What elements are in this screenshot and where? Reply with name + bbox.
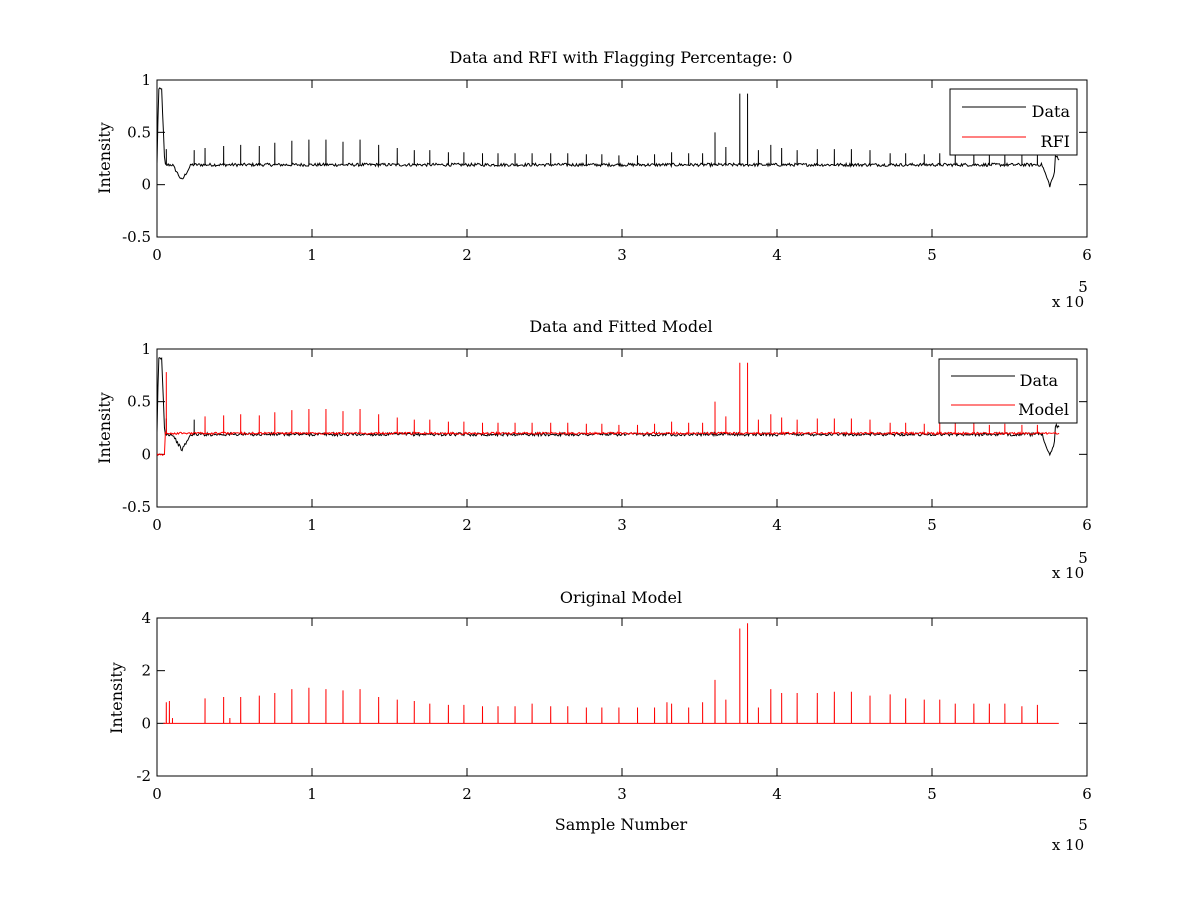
- panel-3-x-tick-label: 5: [927, 785, 937, 803]
- panel-2-x-exponent-power: 5: [1078, 549, 1088, 567]
- panel-1-y-tick-label: -0.5: [122, 228, 151, 246]
- panel-1-legend-box: [949, 88, 1078, 156]
- panel-3-y-tick-label: 4: [141, 609, 151, 627]
- panel-2-x-tick-label: 5: [927, 516, 937, 534]
- panel-1-legend-label-data: Data: [1032, 102, 1071, 121]
- panel-1-x-tick-label: 3: [617, 246, 627, 264]
- panel-1-y-tick-label: 0: [141, 176, 151, 194]
- panel-1-series-data-line: [157, 87, 1060, 188]
- panel-3-y-tick-label: 2: [141, 662, 151, 680]
- panel-2: Data and Fitted Model Intensity 0 1 2 3 4 5 6 -…: [95, 317, 1092, 582]
- panel-1-plot-area: 0 1 2 3 4 5 6-0.500.51: [122, 71, 1092, 264]
- panel-3-y-tick-label: 0: [141, 714, 151, 732]
- panel-1-legend-label-rfi: RFI: [1041, 132, 1070, 151]
- panel-2-x-exponent-base: x 10: [1052, 564, 1084, 582]
- panel-2-x-tick-label: 3: [617, 516, 627, 534]
- panel-3-x-tick-label: 6: [1082, 785, 1092, 803]
- panel-3-ylabel: Intensity: [107, 662, 126, 734]
- panel-2-plot-area: 0 1 2 3 4 5 6-0.500.51: [122, 340, 1092, 534]
- panel-3-x-exponent-base: x 10: [1052, 836, 1084, 854]
- panel-2-x-tick-label: 2: [462, 516, 472, 534]
- panel-2-ylabel: Intensity: [95, 392, 114, 464]
- panel-3-y-tick-label: -2: [136, 767, 151, 785]
- panel-3-x-tick-label: 4: [772, 785, 782, 803]
- panel-2-x-tick-label: 0: [152, 516, 162, 534]
- panel-2-legend-label-data: Data: [1020, 371, 1059, 390]
- panel-2-legend-box: [938, 358, 1078, 424]
- panel-1-x-exponent-base: x 10: [1052, 293, 1084, 311]
- panel-3-x-tick-label: 2: [462, 785, 472, 803]
- panel-1-x-exponent-power: 5: [1078, 278, 1088, 296]
- panel-1-y-tick-label: 1: [141, 71, 151, 89]
- panel-2-legend-label-model: Model: [1018, 400, 1069, 419]
- panel-3-xlabel: Sample Number: [555, 815, 688, 834]
- panel-3: Original Model Intensity Sample Number 0…: [107, 588, 1092, 854]
- panel-3-x-exponent-power: 5: [1078, 816, 1088, 834]
- panel-2-series-model-line: [157, 362, 1060, 456]
- panel-2-legend: Data Model: [938, 358, 1078, 424]
- panel-1-x-tick-label: 5: [927, 246, 937, 264]
- panel-3-series-original-model-line: [163, 623, 1059, 724]
- panel-1-x-tick-label: 0: [152, 246, 162, 264]
- panel-3-x-tick-label: 1: [307, 785, 317, 803]
- panel-1-x-tick-label: 4: [772, 246, 782, 264]
- panel-2-series-data-line: [157, 357, 1060, 457]
- panel-1: Data and RFI with Flagging Percentage: 0…: [95, 48, 1092, 311]
- panel-2-title: Data and Fitted Model: [529, 317, 712, 336]
- panel-2-x-tick-label: 1: [307, 516, 317, 534]
- panel-1-ylabel: Intensity: [95, 122, 114, 194]
- panel-1-y-tick-label: 0.5: [127, 123, 151, 141]
- panel-3-title: Original Model: [560, 588, 682, 607]
- panel-1-x-tick-label: 6: [1082, 246, 1092, 264]
- panel-2-y-tick-label: 1: [141, 340, 151, 358]
- panel-1-legend: Data RFI: [949, 88, 1078, 156]
- panel-1-x-tick-label: 1: [307, 246, 317, 264]
- panel-2-x-tick-label: 4: [772, 516, 782, 534]
- panel-2-y-tick-label: 0: [141, 445, 151, 463]
- panel-2-y-tick-label: 0.5: [127, 393, 151, 411]
- panel-2-y-tick-label: -0.5: [122, 498, 151, 516]
- panel-3-x-tick-label: 3: [617, 785, 627, 803]
- panel-2-x-tick-label: 6: [1082, 516, 1092, 534]
- panel-3-x-tick-label: 0: [152, 785, 162, 803]
- panel-1-title: Data and RFI with Flagging Percentage: 0: [449, 48, 792, 67]
- panel-1-x-tick-label: 2: [462, 246, 472, 264]
